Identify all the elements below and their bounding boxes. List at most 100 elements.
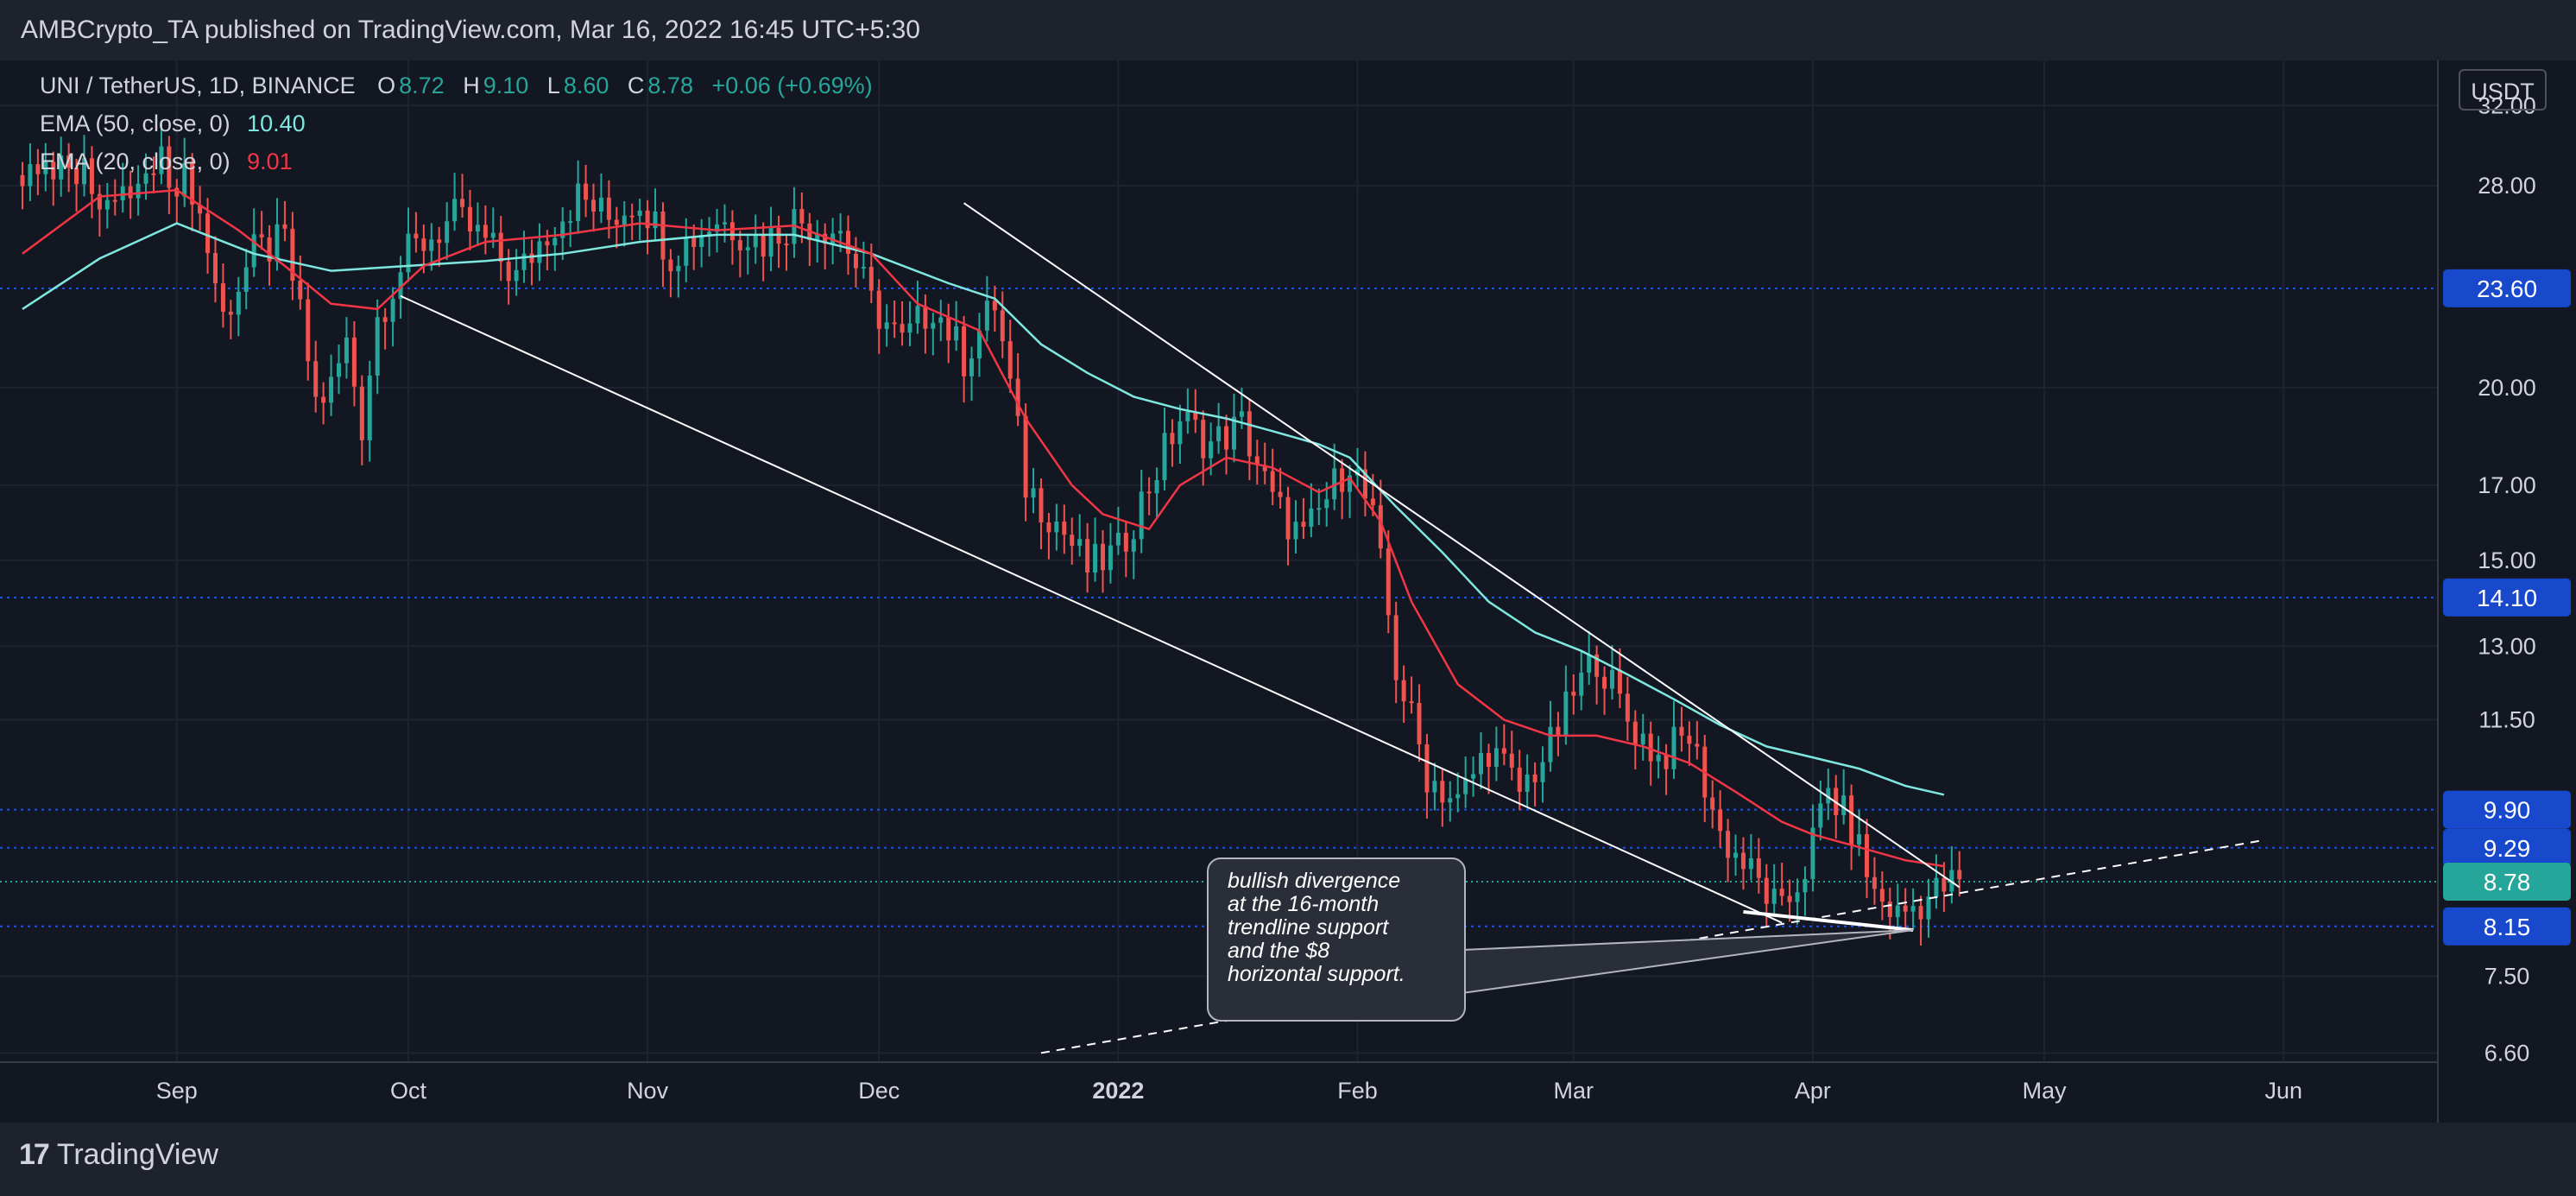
candle-body	[1393, 615, 1398, 680]
candle-body	[120, 186, 125, 201]
candle-body	[483, 225, 488, 238]
open-label: O	[377, 73, 396, 98]
candle-body	[545, 241, 550, 246]
candle-body	[1602, 676, 1607, 689]
last-price-label: 8.78	[2484, 869, 2531, 895]
candle-body	[1740, 852, 1746, 870]
ema50-legend[interactable]: EMA (50, close, 0) 10.40	[40, 111, 306, 137]
candle-body	[861, 266, 866, 269]
candle-body	[1864, 834, 1869, 877]
low-value: 8.60	[563, 73, 609, 98]
candle-body	[1000, 310, 1005, 342]
time-tick-label: Apr	[1795, 1078, 1831, 1104]
candle-body	[1085, 539, 1090, 573]
candle-body	[1224, 426, 1229, 450]
candle-body	[815, 233, 820, 240]
candle-body	[174, 187, 180, 197]
candle-body	[954, 326, 959, 341]
candle-body	[1609, 669, 1614, 689]
candle-body	[1354, 469, 1360, 476]
candle-body	[490, 232, 496, 238]
candle-body	[529, 253, 534, 263]
candle-body	[1493, 748, 1499, 768]
candle-body	[598, 197, 603, 212]
candle-body	[212, 253, 218, 284]
candle-body	[1787, 895, 1792, 902]
candle-body	[136, 183, 141, 199]
candle-body	[976, 330, 982, 359]
candle-body	[321, 396, 326, 403]
trendlines	[400, 202, 2261, 1054]
currency-button[interactable]: USDT	[2459, 69, 2547, 111]
candle-body	[606, 197, 611, 220]
candle-body	[43, 161, 48, 174]
candle-body	[1617, 669, 1622, 694]
ema20-legend[interactable]: EMA (20, close, 0) 9.01	[40, 149, 293, 175]
price-axis[interactable]: 32.00 28.00 20.00 17.00 15.00 13.00 11.50 7.50 6…	[2443, 92, 2571, 1066]
ema20-line	[22, 188, 1945, 868]
candle-body	[1348, 475, 1353, 492]
candle-body	[1918, 906, 1923, 920]
candle-body	[1023, 415, 1028, 498]
candle-body	[498, 232, 503, 263]
tradingview-logo[interactable]: 17 TradingView	[19, 1138, 218, 1172]
candle-body	[552, 237, 558, 246]
candle-body	[298, 281, 303, 300]
candle-body	[228, 311, 233, 315]
candle-body	[1432, 781, 1437, 793]
candle-body	[753, 233, 758, 248]
price-level-badge	[2443, 790, 2571, 829]
candle-body	[568, 221, 573, 224]
candle-body	[1764, 877, 1769, 904]
candle-body	[1401, 680, 1406, 702]
candle-body	[838, 231, 843, 234]
candle-body	[1887, 902, 1892, 918]
candle-body	[35, 164, 41, 174]
symbol-legend[interactable]: UNI / TetherUS, 1D, BINANCE O 8.72 H 9.10 …	[40, 73, 873, 99]
candle-body	[1710, 797, 1715, 810]
candle-body	[1115, 532, 1121, 546]
candle-body	[1810, 827, 1815, 879]
candle-body	[1108, 545, 1113, 571]
candle-body	[915, 306, 920, 324]
ema50-value: 10.40	[247, 111, 306, 136]
candle-body	[962, 326, 967, 377]
callout-line: bullish divergence	[1228, 869, 1401, 893]
candle-body	[1910, 906, 1916, 912]
candle-body	[414, 233, 419, 239]
candle-body	[1316, 508, 1322, 510]
candle-body	[1501, 748, 1506, 754]
time-tick-label: 2022	[1092, 1078, 1144, 1104]
candle-body	[900, 324, 905, 333]
candle-body	[560, 221, 565, 238]
price-tick-label: 11.50	[2478, 706, 2535, 732]
candle-body	[823, 233, 828, 244]
candle-body	[445, 221, 450, 244]
candle-body	[1525, 774, 1530, 792]
candle-body	[799, 209, 805, 224]
time-axis[interactable]: Sep Oct Nov Dec 2022 Feb Mar Apr May Jun	[156, 1078, 2302, 1104]
candle-body	[1301, 522, 1306, 528]
candle-body	[629, 215, 635, 218]
candle-body	[684, 237, 689, 266]
candle-body	[167, 146, 172, 188]
candle-body	[1895, 905, 1900, 918]
candle-body	[1957, 870, 1962, 880]
candle-body	[923, 306, 928, 329]
candle-body	[1695, 744, 1700, 747]
candle-body	[97, 193, 102, 210]
candle-body	[784, 244, 789, 246]
candle-body	[390, 299, 395, 322]
candle-body	[1632, 721, 1638, 745]
candle-body	[89, 158, 94, 194]
candle-body	[884, 322, 889, 329]
candle-body	[846, 231, 851, 254]
candle-body	[329, 377, 334, 403]
candle-body	[460, 199, 465, 207]
candle-body	[452, 199, 458, 222]
candle-body	[20, 174, 25, 187]
candle-body	[306, 299, 311, 362]
footer-bar	[0, 1123, 2576, 1196]
candle-body	[691, 237, 697, 247]
candle-body	[1718, 809, 1723, 832]
